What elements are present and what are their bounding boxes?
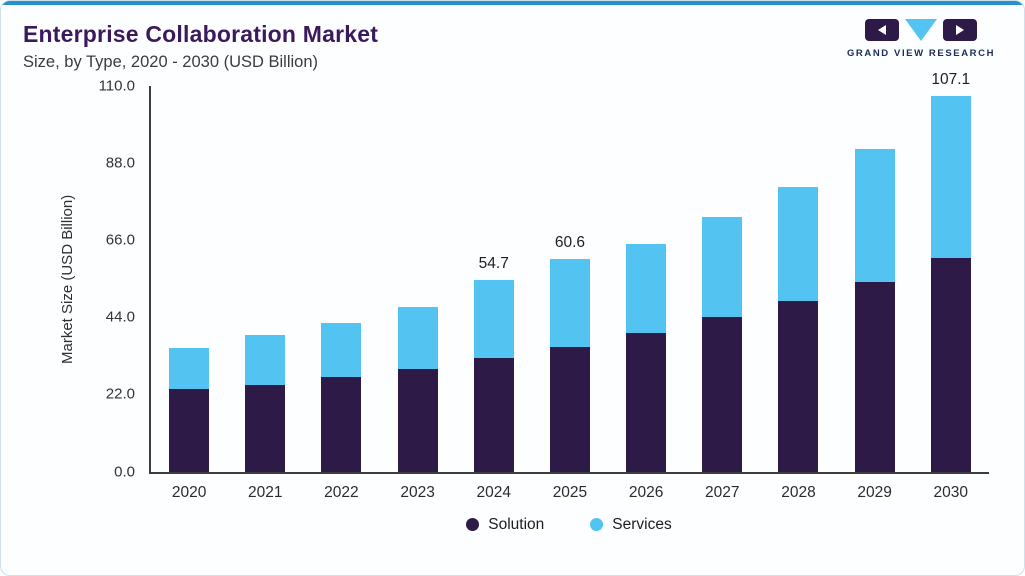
bar-2024: 54.7 2024 <box>473 86 514 501</box>
bar-segment-solution <box>549 347 590 472</box>
bar-2026: 2026 <box>626 86 667 501</box>
bar-segment-services <box>778 187 819 302</box>
y-tick-label: 88.0 <box>105 154 135 172</box>
x-axis-label: 2029 <box>857 483 892 501</box>
x-axis-label: 2020 <box>171 483 207 501</box>
bar-segment-services <box>321 323 362 377</box>
x-axis-label: 2025 <box>552 483 588 501</box>
bar-segment-services <box>930 95 971 259</box>
bar-value-label: 54.7 <box>478 254 509 272</box>
bar-segment-solution <box>854 282 895 472</box>
bar-segment-solution <box>626 333 667 472</box>
logo-triangle-icon <box>905 19 937 41</box>
bar-segment-solution <box>321 376 362 472</box>
logo-shapes <box>846 19 996 43</box>
legend-swatch-icon <box>590 518 604 532</box>
logo-right-block-icon <box>943 19 977 41</box>
x-axis-label: 2028 <box>781 483 816 501</box>
y-tick-label: 66.0 <box>105 231 135 249</box>
bar-segment-solution <box>169 389 210 472</box>
bar-2021: 2021 <box>245 86 286 501</box>
bar-2025: 60.6 2025 <box>549 86 590 501</box>
bar-segment-services <box>626 243 667 333</box>
x-axis-label: 2024 <box>476 483 511 501</box>
legend-item-solution: Solution <box>466 516 544 534</box>
logo-left-block-icon <box>865 19 899 41</box>
legend-label: Services <box>612 515 672 533</box>
bar-2020: 2020 <box>169 86 210 501</box>
bar-segment-services <box>473 279 514 359</box>
x-axis-label: 2027 <box>705 483 740 501</box>
grand-view-research-logo: GRAND VIEW RESEARCH <box>846 19 996 59</box>
x-axis-label: 2030 <box>933 483 969 501</box>
plot-area: Market Size (USD Billion) 2020 2021 2022 20… <box>59 71 989 501</box>
y-tick-label: 0.0 <box>114 463 135 481</box>
bar-segment-services <box>549 258 590 348</box>
bar-2029: 2029 <box>854 86 895 501</box>
bar-2022: 2022 <box>321 86 362 501</box>
page-subtitle: Size, by Type, 2020 - 2030 (USD Billion) <box>23 52 319 71</box>
page-title: Enterprise Collaboration Market <box>23 21 379 47</box>
bar-value-label: 60.6 <box>554 233 586 251</box>
bar-segment-solution <box>930 258 971 472</box>
bar-2023: 2023 <box>397 86 438 501</box>
x-axis-label: 2021 <box>248 483 283 501</box>
bar-segment-solution <box>473 358 514 472</box>
bar-segment-solution <box>397 369 438 472</box>
x-axis-label: 2023 <box>400 483 435 501</box>
y-tick-label: 110.0 <box>98 77 135 95</box>
top-accent-line <box>1 1 1024 5</box>
bars-container: 2020 2021 2022 2023 54.7 2024 60.6 2025 2026 2027… <box>151 71 989 501</box>
stacked-bar-chart: Market Size (USD Billion) 2020 2021 2022 20… <box>59 71 989 534</box>
bar-segment-services <box>397 306 438 370</box>
bar-2028: 2028 <box>778 86 819 501</box>
y-tick-label: 22.0 <box>105 385 135 403</box>
bar-2027: 2027 <box>702 86 743 501</box>
bar-segment-solution <box>245 384 286 472</box>
legend-item-services: Services <box>590 515 672 534</box>
y-tick-label: 44.0 <box>105 308 135 326</box>
bar-value-label: 107.1 <box>931 70 971 88</box>
bar-segment-services <box>245 335 286 385</box>
bar-segment-services <box>702 217 743 318</box>
legend-swatch-icon <box>466 518 480 532</box>
header: Enterprise Collaboration Market Size, by… <box>1 5 1024 72</box>
legend-label: Solution <box>488 515 545 533</box>
y-axis-title: Market Size (USD Billion) <box>59 193 76 364</box>
logo-left-arrow-icon <box>878 25 886 35</box>
bar-segment-solution <box>778 301 819 472</box>
x-axis-label: 2022 <box>324 483 359 501</box>
x-axis-label: 2026 <box>628 483 664 501</box>
legend: Solution Services <box>149 516 989 534</box>
bar-segment-services <box>854 148 895 283</box>
logo-text: GRAND VIEW RESEARCH <box>846 48 996 59</box>
bar-segment-services <box>169 348 210 390</box>
bar-2030: 107.1 2030 <box>930 71 971 501</box>
bar-segment-solution <box>702 317 743 472</box>
logo-right-arrow-icon <box>956 25 964 35</box>
